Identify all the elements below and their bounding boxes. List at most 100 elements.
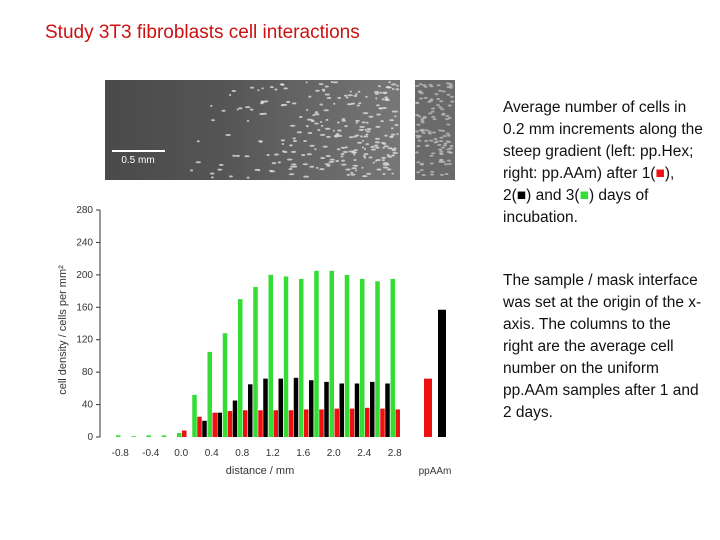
cell bbox=[416, 161, 421, 164]
cell bbox=[382, 162, 389, 165]
cell bbox=[375, 146, 380, 149]
cell bbox=[394, 115, 397, 118]
cell bbox=[431, 152, 436, 155]
cell bbox=[396, 132, 399, 135]
cell bbox=[417, 139, 422, 142]
cell bbox=[340, 153, 345, 156]
cell bbox=[210, 104, 213, 107]
cell bbox=[444, 163, 449, 166]
cell bbox=[376, 113, 381, 116]
cell bbox=[274, 88, 278, 91]
cell bbox=[382, 146, 385, 149]
cell bbox=[196, 140, 200, 143]
cell bbox=[324, 85, 329, 88]
cell bbox=[442, 144, 447, 147]
cell bbox=[269, 170, 276, 173]
cell bbox=[391, 133, 396, 136]
legend-swatch: ■ bbox=[579, 187, 589, 204]
cell bbox=[342, 151, 349, 154]
bar bbox=[227, 411, 233, 437]
cell bbox=[387, 155, 393, 158]
x-tick-label: -0.4 bbox=[142, 448, 160, 459]
bar bbox=[182, 430, 187, 437]
x-tick-label: 2.8 bbox=[388, 448, 402, 459]
cell bbox=[314, 122, 319, 125]
paragraph: Average number of cells in 0.2 mm increm… bbox=[503, 97, 703, 229]
legend-swatch: ■ bbox=[655, 165, 665, 182]
cell bbox=[439, 158, 444, 161]
bar bbox=[334, 408, 339, 437]
cell bbox=[363, 156, 367, 159]
cell bbox=[351, 151, 358, 154]
cell bbox=[362, 139, 365, 142]
cell bbox=[325, 118, 329, 121]
cell bbox=[341, 118, 346, 121]
cell bbox=[288, 168, 293, 171]
cell bbox=[427, 100, 432, 103]
cell bbox=[317, 128, 321, 131]
cell bbox=[435, 104, 440, 107]
bar bbox=[207, 351, 212, 437]
cell bbox=[354, 169, 358, 172]
cell bbox=[391, 87, 395, 90]
cell bbox=[353, 153, 356, 156]
cell bbox=[425, 144, 430, 147]
cell bbox=[325, 154, 331, 157]
cell bbox=[335, 133, 340, 136]
cell bbox=[393, 147, 397, 150]
paragraph: The sample / mask interface was set at t… bbox=[503, 272, 702, 421]
bar bbox=[438, 309, 446, 437]
bar bbox=[288, 410, 294, 437]
bar bbox=[263, 378, 268, 437]
y-tick-label: 280 bbox=[76, 205, 93, 216]
cell bbox=[266, 153, 270, 156]
cell bbox=[218, 163, 224, 166]
cell bbox=[449, 95, 454, 98]
cell bbox=[318, 83, 324, 86]
cell bbox=[324, 127, 331, 130]
cell bbox=[376, 168, 382, 171]
cell bbox=[429, 139, 434, 142]
cell bbox=[430, 173, 435, 176]
cell bbox=[314, 148, 317, 151]
cell bbox=[423, 96, 428, 99]
cell bbox=[436, 97, 441, 100]
cell bbox=[333, 102, 336, 105]
cell bbox=[307, 118, 313, 121]
slide-title: Study 3T3 fibroblasts cell interactions bbox=[45, 22, 360, 43]
cell bbox=[447, 116, 452, 119]
cell bbox=[353, 135, 357, 138]
bar bbox=[278, 378, 283, 437]
cell bbox=[416, 123, 421, 126]
bar bbox=[424, 378, 432, 437]
cell bbox=[438, 106, 443, 109]
bar bbox=[161, 435, 167, 437]
cell bbox=[382, 159, 385, 162]
bar bbox=[309, 380, 314, 437]
cell bbox=[383, 145, 389, 148]
cell bbox=[389, 135, 394, 138]
cell bbox=[311, 119, 314, 122]
bar bbox=[273, 410, 278, 437]
bar bbox=[293, 377, 299, 437]
cell bbox=[391, 154, 396, 157]
cell bbox=[305, 125, 309, 128]
cell bbox=[374, 144, 379, 147]
cell bbox=[391, 83, 397, 86]
cell bbox=[389, 119, 395, 122]
cell bbox=[381, 156, 387, 159]
cell bbox=[396, 84, 399, 87]
cell bbox=[428, 83, 433, 86]
cell bbox=[309, 144, 315, 147]
cell bbox=[374, 137, 380, 140]
cell bbox=[429, 162, 434, 165]
bar bbox=[116, 435, 121, 437]
cell bbox=[420, 119, 425, 122]
cell bbox=[221, 109, 226, 112]
cell bbox=[421, 174, 426, 177]
cell bbox=[438, 148, 443, 151]
cell bbox=[361, 166, 364, 169]
cell bbox=[257, 140, 263, 143]
cell bbox=[428, 112, 433, 115]
